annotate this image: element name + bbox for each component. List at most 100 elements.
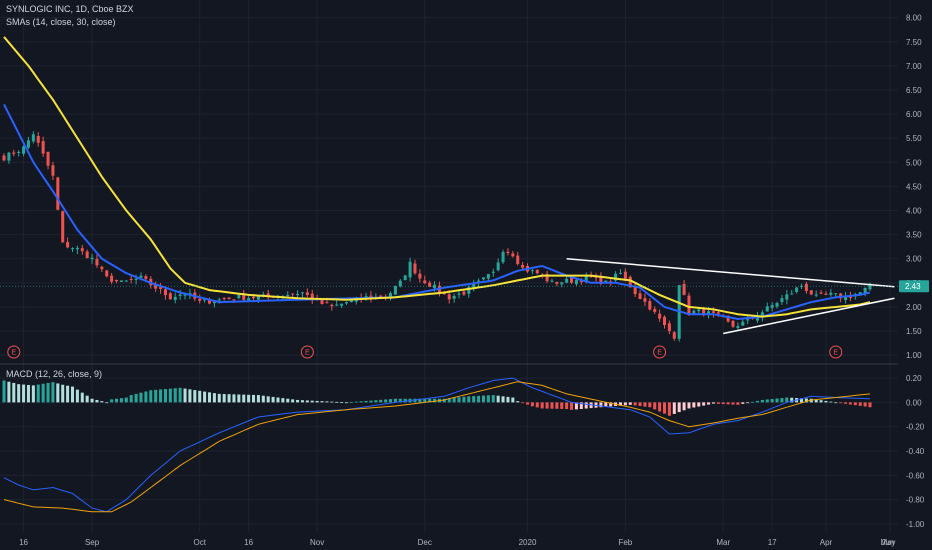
macd-histogram-bar (858, 402, 862, 406)
macd-histogram-bar (31, 385, 35, 403)
candle-body (486, 274, 490, 279)
candle-body (70, 248, 75, 250)
candle-body (22, 146, 26, 154)
time-axis-tick-label: Mar (716, 538, 730, 547)
macd-histogram-bar (472, 396, 476, 403)
macd-histogram-bar (687, 402, 691, 409)
macd-axis-tick-label: -0.40 (906, 447, 925, 456)
macd-histogram-bar (481, 395, 485, 403)
earnings-marker (829, 345, 843, 359)
macd-histogram-bar (369, 400, 373, 403)
macd-histogram-bar (839, 402, 843, 404)
candle-body (61, 211, 65, 243)
price-axis-tick-label: 7.50 (906, 38, 922, 47)
macd-histogram-bar (604, 402, 608, 407)
candle-body (579, 281, 583, 283)
macd-histogram-bar (286, 398, 290, 403)
time-axis-tick-label: Jun (882, 538, 895, 547)
candle-body (775, 302, 779, 307)
macd-histogram-bar (726, 402, 730, 405)
candle-body (731, 320, 735, 327)
candle-body (570, 277, 574, 283)
candle-body (672, 332, 676, 339)
candle-body (560, 282, 564, 285)
price-axis-tick-label: 4.00 (906, 207, 922, 216)
candle-body (809, 290, 813, 295)
macd-histogram-bar (824, 400, 828, 403)
macd-histogram-bar (755, 400, 759, 403)
candle-body (584, 276, 588, 282)
macd-histogram-bar (129, 395, 133, 403)
macd-histogram-bar (193, 390, 197, 403)
candle-body (814, 294, 818, 296)
price-axis-tick-label: 5.00 (906, 158, 922, 167)
last-price-tag (899, 280, 929, 293)
macd-histogram-bar (188, 389, 192, 403)
candle-body (95, 259, 99, 266)
candle-body (31, 134, 35, 142)
time-axis-tick-label: Sep (85, 538, 100, 547)
candle-body (785, 294, 789, 300)
candle-body (41, 141, 45, 154)
candle-body (628, 276, 632, 288)
sma-legend[interactable]: SMAs (14, close, 30, close) (6, 17, 116, 27)
candle-body (452, 295, 456, 299)
candle-body (159, 287, 163, 289)
candle-body (51, 165, 55, 176)
time-axis-tick-label: Feb (618, 538, 632, 547)
candle-body (863, 287, 867, 294)
time-axis-tick-label: Apr (820, 538, 833, 547)
candle-body (398, 280, 402, 287)
macd-histogram-bar (662, 402, 667, 414)
macd-histogram-bar (599, 402, 603, 408)
macd-histogram-bar (168, 388, 172, 403)
macd-axis-tick-label: -1.00 (906, 520, 925, 529)
macd-histogram-bar (545, 402, 549, 409)
macd-histogram-bar (281, 398, 285, 403)
candle-body (85, 251, 89, 259)
macd-histogram-bar (829, 401, 833, 403)
candle-body (340, 303, 344, 306)
candle-body (697, 309, 701, 312)
candle-body (100, 266, 104, 270)
trendlines[interactable] (566, 257, 895, 335)
chart-title[interactable]: SYNLOGIC INC, 1D, Cboe BZX (6, 4, 134, 14)
macd-histogram-bar (785, 397, 789, 403)
macd-histogram-bar (535, 402, 539, 408)
candle-body (530, 270, 534, 272)
candle-body (662, 316, 667, 326)
price-axis-tick-label: 4.50 (906, 182, 922, 191)
macd-legend[interactable]: MACD (12, 26, close, 9) (6, 369, 103, 379)
candle-body (26, 140, 30, 148)
macd-histogram-bar (212, 393, 216, 403)
macd-histogram-bar (261, 395, 265, 403)
candle-body (320, 298, 324, 304)
candle-body (565, 278, 569, 283)
price-axis-tick-label: 3.00 (906, 255, 922, 264)
candle-body (119, 280, 123, 282)
macd-histogram-bar (291, 399, 295, 403)
candle-body (481, 277, 485, 280)
macd-histogram-bar (633, 402, 637, 406)
candle-body (692, 310, 696, 315)
macd-histogram-bar (256, 395, 260, 403)
macd-histogram-bar (672, 402, 676, 414)
candle-body (819, 292, 823, 294)
macd-histogram-bar (477, 395, 481, 403)
candle-body (286, 295, 290, 297)
candle-body (760, 312, 764, 318)
candle-body (56, 177, 60, 210)
trendline-upper (566, 257, 895, 288)
candle-body (110, 275, 114, 282)
candle-body (711, 311, 715, 313)
candle-body (667, 323, 671, 332)
macd-histogram-bar (501, 396, 505, 403)
macd-histogram-bar (7, 381, 11, 403)
candle-body (516, 255, 520, 265)
macd-histogram-bar (242, 394, 246, 403)
candle-body (447, 294, 451, 300)
candle-body (496, 262, 500, 271)
macd-histogram-bar (315, 400, 319, 403)
